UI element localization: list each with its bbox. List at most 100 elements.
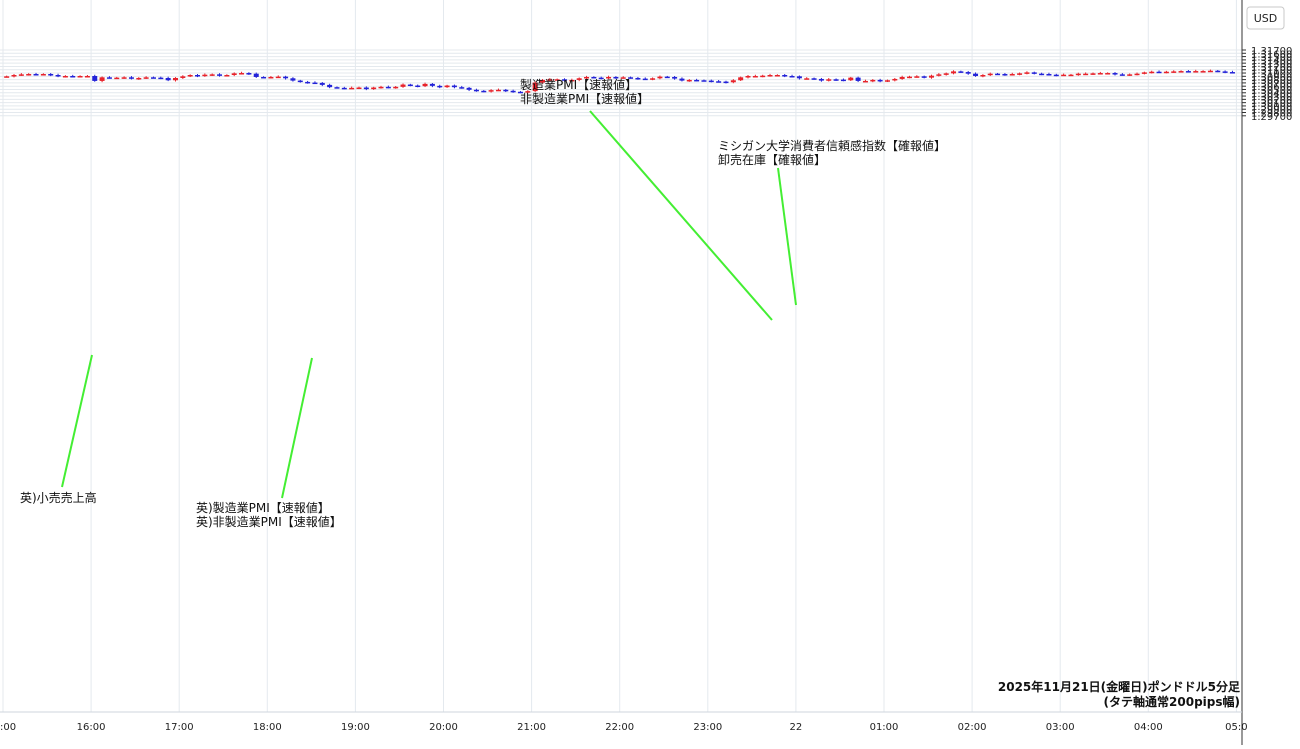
candle — [870, 79, 876, 83]
candle — [1127, 73, 1133, 76]
candle — [172, 77, 178, 82]
candle-body — [840, 79, 846, 82]
candle-body — [92, 75, 98, 81]
candle — [562, 78, 568, 82]
candle — [283, 75, 289, 80]
candle — [906, 75, 912, 79]
candle-body — [172, 77, 178, 81]
candle — [297, 79, 303, 83]
candle — [1215, 70, 1221, 73]
candle-body — [55, 75, 61, 77]
candle-body — [1229, 72, 1235, 74]
price-tick-label: 1.29900 — [1251, 105, 1292, 116]
time-tick-label: 01:00 — [870, 722, 899, 733]
candle — [510, 89, 516, 93]
candle-body — [1017, 73, 1023, 75]
candle — [305, 80, 311, 84]
candle — [334, 86, 340, 89]
candle — [415, 84, 421, 88]
candle-body — [239, 73, 245, 75]
candle-body — [650, 78, 656, 80]
candle-body — [1127, 74, 1133, 76]
candle-body — [202, 74, 208, 77]
candle — [84, 75, 90, 78]
candle-body — [305, 81, 311, 84]
currency-badge-box — [1246, 6, 1285, 30]
candle-body — [877, 79, 883, 82]
candle — [165, 76, 171, 82]
candle-body — [371, 87, 377, 90]
candle — [943, 72, 949, 76]
candle — [657, 75, 663, 80]
candle-body — [143, 77, 149, 79]
candle — [1141, 71, 1147, 75]
candle — [253, 72, 259, 78]
price-tick-label: 1.30300 — [1251, 92, 1292, 103]
candle — [958, 70, 964, 73]
candle-body — [752, 75, 758, 78]
price-tick-label: 1.29700 — [1251, 112, 1292, 123]
candle — [187, 74, 193, 78]
candle-body — [782, 75, 788, 77]
candle-body — [936, 74, 942, 76]
candle — [686, 79, 692, 82]
candle — [929, 74, 935, 79]
candle — [723, 80, 729, 84]
candle — [796, 75, 802, 80]
candle-body — [1193, 71, 1199, 73]
candle-body — [415, 85, 421, 88]
candle-body — [356, 87, 362, 90]
candle-body — [231, 73, 237, 76]
candle — [1083, 72, 1089, 76]
candle — [532, 81, 538, 92]
candle — [517, 91, 523, 94]
candle-body — [767, 75, 773, 77]
candle-body — [686, 79, 692, 82]
candle-body — [1024, 72, 1030, 74]
candle-body — [466, 87, 472, 90]
candle-body — [481, 90, 487, 93]
candle — [150, 76, 156, 79]
candle — [730, 79, 736, 84]
candle — [356, 86, 362, 90]
candle — [393, 85, 399, 89]
annotation-pointer-line — [281, 357, 313, 499]
candle-body — [77, 75, 83, 78]
candle-body — [1053, 74, 1059, 77]
candle — [1222, 70, 1228, 74]
candle-body — [341, 87, 347, 90]
currency-badge: USD — [1246, 6, 1285, 30]
candle — [1134, 72, 1140, 76]
candle — [327, 83, 333, 89]
candle — [833, 78, 839, 81]
candle-body — [1002, 74, 1008, 76]
price-tick-label: 1.31400 — [1251, 56, 1292, 67]
candle — [1149, 70, 1155, 74]
candle — [613, 76, 619, 79]
event-annotation: 英)製造業PMI【速報値】英)非製造業PMI【速報値】 — [196, 357, 342, 529]
candle-body — [1046, 74, 1052, 76]
candle — [862, 79, 868, 83]
candle-body — [510, 90, 516, 93]
candle — [591, 76, 597, 79]
candle — [855, 76, 861, 83]
candle-body — [745, 75, 751, 78]
candle-body — [503, 89, 509, 92]
candle-body — [1119, 74, 1125, 76]
candle-body — [730, 80, 736, 83]
candle-body — [385, 86, 391, 89]
candle-body — [951, 71, 957, 74]
candle-body — [708, 80, 714, 83]
candle-body — [1222, 71, 1228, 73]
candle — [121, 76, 127, 79]
candle-body — [261, 76, 267, 79]
candle — [701, 79, 707, 82]
candle-body — [517, 91, 523, 94]
candle — [1112, 72, 1118, 76]
price-tick-label: 1.31600 — [1251, 49, 1292, 60]
candle — [782, 74, 788, 78]
candle — [4, 75, 10, 78]
candle-body — [444, 85, 450, 88]
candle-body — [473, 89, 479, 92]
